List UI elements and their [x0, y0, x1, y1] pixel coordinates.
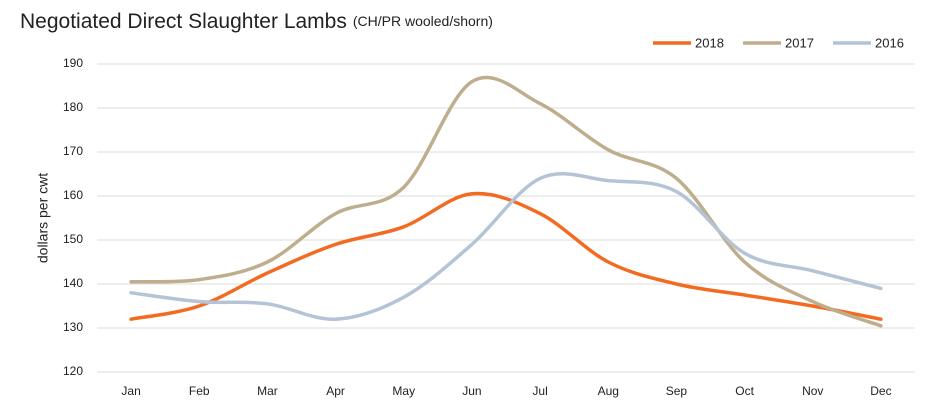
y-tick-label: 130 [63, 320, 83, 334]
x-tick-label: Nov [802, 384, 823, 398]
y-tick-label: 150 [63, 232, 83, 246]
x-tick-label: Dec [870, 384, 891, 398]
x-tick-label: Sep [666, 384, 688, 398]
line [129, 75, 883, 328]
y-tick-label: 140 [63, 276, 83, 290]
subtitle: (CH/PR wooled/shorn) [353, 13, 493, 29]
line [129, 191, 883, 321]
y-tick-label: 170 [63, 144, 83, 158]
x-tick-label: Jan [121, 384, 140, 398]
x-tick-label: Jun [462, 384, 481, 398]
chart-title: Negotiated Direct Slaughter Lambs (CH/PR … [20, 10, 493, 33]
x-tick-label: Mar [257, 384, 278, 398]
title: Negotiated Direct Slaughter Lambs [20, 10, 347, 33]
y-tick-label: 160 [63, 188, 83, 202]
x-tick-label: Jul [532, 384, 547, 398]
x-tick-label: Apr [326, 384, 345, 398]
legend-label: 2016 [875, 35, 904, 50]
legend-label: 2017 [785, 35, 814, 50]
legend-label: 2018 [695, 35, 724, 50]
y-tick-label: 180 [63, 100, 83, 114]
x-tick-label: Feb [189, 384, 210, 398]
x-tick-label: May [392, 384, 415, 398]
y-tick-label: 120 [63, 364, 83, 378]
x-tick-label: Aug [598, 384, 619, 398]
line [129, 172, 883, 321]
x-tick-label: Oct [735, 384, 754, 398]
y-tick-label: 190 [63, 56, 83, 70]
y-axis-label: dollars per cwt [35, 173, 51, 263]
